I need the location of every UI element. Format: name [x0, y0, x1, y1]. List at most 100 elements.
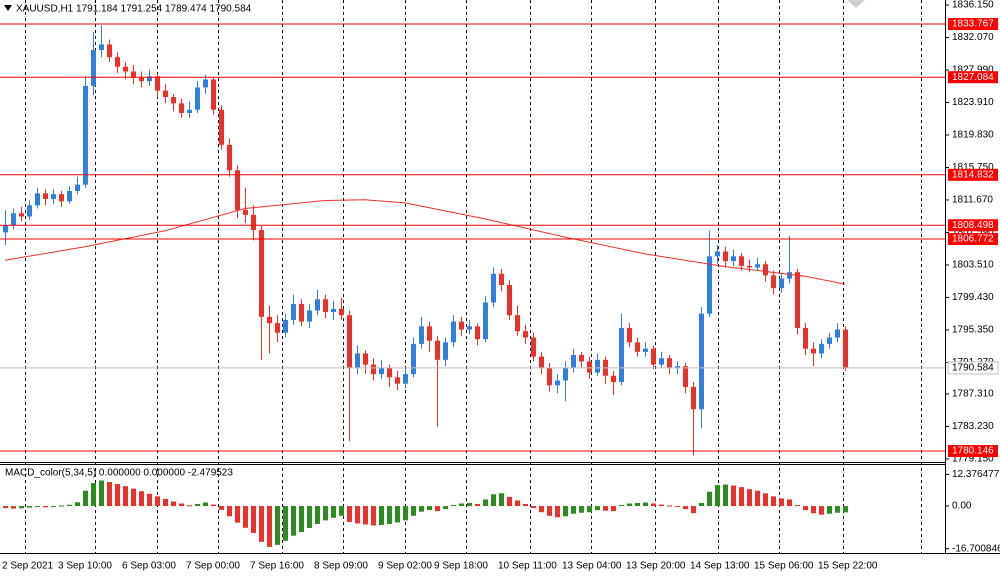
macd-bar — [467, 502, 472, 507]
candle-body — [771, 275, 776, 289]
candle-body — [43, 193, 48, 199]
candle-body — [787, 272, 792, 279]
macd-bar — [331, 506, 336, 518]
candle-body — [827, 337, 832, 344]
macd-bar — [163, 498, 168, 507]
y-tick-label: 1815.750 — [952, 162, 994, 173]
macd-bar — [83, 490, 88, 507]
x-tick-label: 6 Sep 03:00 — [122, 561, 176, 572]
last-price-label: 1790.584 — [952, 363, 994, 374]
macd-bar — [371, 506, 376, 526]
candle-body — [699, 313, 704, 410]
y-tick-label: 1795.350 — [952, 325, 994, 336]
macd-bar — [611, 506, 616, 512]
y-tick-label: 0.00 — [952, 501, 972, 512]
macd-bar — [171, 501, 176, 507]
symbol-menu[interactable] — [4, 5, 12, 11]
macd-bar — [691, 506, 696, 514]
macd-bar — [627, 503, 632, 507]
y-tick-label: 1803.510 — [952, 260, 994, 271]
y-tick-label: 1799.430 — [952, 292, 994, 303]
candle-body — [163, 90, 168, 98]
candle-body — [483, 302, 488, 340]
macd-bar — [443, 506, 448, 510]
last-price-box — [947, 361, 999, 375]
x-tick-label: 15 Sep 06:00 — [754, 561, 814, 572]
candle-body — [147, 76, 152, 82]
x-tick-label: 13 Sep 20:00 — [626, 561, 686, 572]
macd-bar — [379, 506, 384, 525]
macd-bar — [251, 506, 256, 533]
macd-bar — [619, 505, 624, 507]
candle-body — [499, 273, 504, 285]
macd-bar — [779, 498, 784, 507]
macd-bar — [587, 506, 592, 513]
macd-bar — [563, 506, 568, 517]
macd-bar — [155, 496, 160, 507]
macd-bar — [275, 506, 280, 545]
candle-body — [107, 44, 112, 58]
macd-bar — [59, 505, 64, 507]
candle-body — [131, 71, 136, 78]
candle-body — [347, 315, 352, 368]
candle-body — [619, 327, 624, 383]
candle-body — [523, 331, 528, 338]
level-label: 1814.832 — [952, 169, 994, 180]
macd-bar — [219, 506, 224, 510]
candle-body — [411, 343, 416, 375]
macd-bar — [635, 502, 640, 507]
macd-bar — [347, 506, 352, 522]
candle-body — [563, 367, 568, 381]
macd-bar — [203, 502, 208, 507]
candle-body — [579, 355, 584, 362]
macd-bar — [67, 504, 72, 507]
x-tick-label: 7 Sep 00:00 — [186, 561, 240, 572]
chart-title: XAUUSD,H1 1791.184 1791.254 1789.474 179… — [16, 4, 252, 15]
candle-body — [547, 367, 552, 386]
candle-body — [795, 272, 800, 328]
candle-body — [803, 327, 808, 349]
macd-bar — [3, 506, 8, 509]
macd-bar — [395, 506, 400, 523]
macd-bar — [259, 506, 264, 542]
candle-body — [571, 355, 576, 368]
macd-bar — [483, 499, 488, 507]
macd-bar — [683, 506, 688, 510]
candle-body — [123, 66, 128, 72]
macd-bar — [755, 490, 760, 507]
macd-bar — [523, 504, 528, 507]
macd-bar — [475, 504, 480, 507]
candle-body — [595, 359, 600, 373]
macd-bar — [387, 506, 392, 524]
y-tick-label: 1836.150 — [952, 0, 994, 11]
macd-bar — [51, 506, 56, 508]
level-label: 1833.767 — [952, 19, 994, 30]
candle-body — [747, 265, 752, 268]
macd-bar — [579, 506, 584, 513]
macd-bar — [27, 506, 32, 508]
macd-bar — [211, 504, 216, 507]
candle-body — [331, 308, 336, 313]
candle-body — [115, 57, 120, 67]
candle-body — [259, 230, 264, 317]
macd-bar — [339, 506, 344, 516]
x-tick-label: 13 Sep 04:00 — [562, 561, 622, 572]
candle-body — [683, 366, 688, 387]
shift-marker[interactable] — [847, 0, 865, 8]
x-tick-label: 3 Sep 10:00 — [58, 561, 112, 572]
candle-body — [3, 225, 8, 233]
macd-bar — [699, 502, 704, 507]
macd-bar — [75, 502, 80, 507]
candle-body — [227, 144, 232, 171]
candle-body — [467, 326, 472, 330]
time-grid — [25, 0, 922, 553]
macd-bar — [139, 491, 144, 507]
level-box — [948, 71, 998, 84]
macd-bar — [179, 503, 184, 507]
level-box — [948, 219, 998, 232]
candle-body — [675, 366, 680, 368]
candle-body — [27, 205, 32, 217]
x-tick-label: 2 Sep 2021 — [2, 561, 54, 572]
candle-body — [611, 375, 616, 383]
y-tick-label: 1807.590 — [952, 227, 994, 238]
